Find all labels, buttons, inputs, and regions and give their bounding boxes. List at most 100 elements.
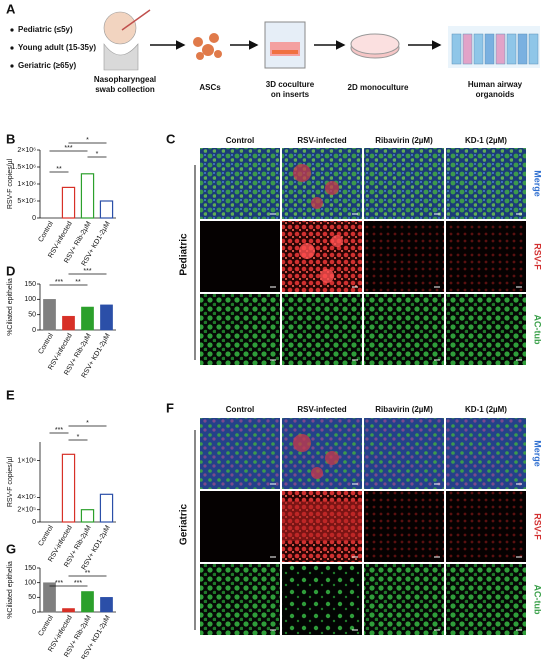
y-tick-label: 4×10⁵ [17, 494, 36, 501]
column-label: Control [226, 136, 254, 145]
bar [80, 509, 95, 523]
significance-label: *** [83, 268, 91, 275]
infection-focus [299, 243, 315, 259]
bar [43, 582, 56, 613]
bar [100, 304, 113, 331]
bar [81, 591, 94, 613]
y-axis-title: RSV-F copies/µl [7, 158, 14, 209]
y-axis-title: RSV-F copies/µl [7, 456, 14, 507]
x-tick-label: Control [37, 524, 55, 547]
y-tick-label: 150 [24, 281, 36, 288]
infection-focus [311, 197, 323, 209]
significance-label: * [96, 151, 99, 158]
bar [62, 608, 75, 613]
significance-label: *** [55, 279, 63, 286]
y-axis-title: %Ciliated epithelia [7, 278, 14, 336]
group-label: Young adult (15-35y) [18, 43, 96, 52]
y-tick-label: 100 [24, 580, 36, 587]
bar [62, 315, 75, 331]
micrograph [364, 221, 444, 292]
row-label: RSV-F [533, 243, 543, 270]
x-tick-label: Control [37, 614, 55, 637]
bar [99, 493, 114, 523]
step-label: organoids [476, 90, 515, 99]
micrograph [364, 418, 444, 489]
group-label: Geriatric [179, 503, 190, 545]
micrograph [364, 294, 444, 365]
y-tick-label: 150 [24, 565, 36, 572]
group-label: Pediatric [179, 233, 190, 276]
bullet [10, 46, 14, 50]
row-label: Merge [533, 440, 543, 467]
significance-label: *** [55, 427, 63, 434]
column-label: KD-1 (2µM) [465, 405, 507, 414]
y-tick-label: 100 [24, 296, 36, 303]
micrograph [364, 148, 444, 219]
group-label: Geriatric (≥65y) [18, 61, 77, 70]
micrograph [446, 294, 526, 365]
panel-label: A [6, 1, 16, 16]
step-label: 2D monoculture [348, 83, 409, 92]
step-label: 3D coculture [266, 80, 315, 89]
bar [99, 200, 114, 219]
y-tick-label: 5×10⁵ [17, 198, 36, 205]
infection-focus [325, 451, 339, 465]
significance-label: *** [64, 145, 72, 152]
row-label: AC-tub [533, 315, 543, 345]
panel-label: E [6, 387, 15, 402]
panel-label: C [166, 131, 176, 146]
bar [81, 306, 94, 331]
micrograph [446, 221, 526, 292]
micrograph [282, 294, 362, 365]
bar [43, 299, 56, 331]
x-tick-label: Control [37, 220, 55, 243]
panel-label: F [166, 400, 174, 415]
panel-label: G [6, 541, 16, 556]
y-axis-title: %Ciliated epithelia [7, 561, 14, 619]
column-label: Control [226, 405, 254, 414]
y-tick-label: 50 [28, 312, 36, 319]
row-label: Merge [533, 170, 543, 197]
panel-label: D [6, 263, 15, 278]
micrograph [200, 491, 280, 562]
significance-label: ** [75, 279, 81, 286]
bar [61, 453, 76, 523]
y-tick-label: 0 [32, 519, 36, 526]
column-label: RSV-infected [297, 136, 346, 145]
y-tick-label: 0 [32, 609, 36, 616]
y-tick-label: 50 [28, 594, 36, 601]
bar [80, 173, 95, 219]
micrograph [200, 221, 280, 292]
micrograph [446, 491, 526, 562]
micrograph [282, 148, 362, 219]
bullet [10, 28, 14, 32]
micrograph [282, 418, 362, 489]
significance-label: *** [74, 580, 82, 587]
significance-label: ** [85, 570, 91, 577]
significance-label: ** [56, 166, 62, 173]
y-tick-label: 2×10⁶ [17, 147, 36, 154]
infection-focus [293, 164, 311, 182]
column-label: Ribavirin (2µM) [375, 136, 433, 145]
micrograph [200, 148, 280, 219]
column-label: KD-1 (2µM) [465, 136, 507, 145]
infection-focus [325, 181, 339, 195]
step-label: on inserts [271, 90, 310, 99]
significance-label: * [77, 434, 80, 441]
micrograph [282, 564, 362, 635]
step-label: swab collection [95, 85, 155, 94]
step-label: ASCs [199, 83, 221, 92]
infection-focus [320, 269, 334, 283]
group-label: Pediatric (≤5y) [18, 25, 73, 34]
y-tick-label: 1×10⁶ [17, 181, 36, 188]
panel-label: B [6, 131, 15, 146]
significance-label: * [86, 137, 89, 144]
y-tick-label: 2×10⁵ [17, 507, 36, 514]
row-label: RSV-F [533, 513, 543, 540]
x-tick-label: Control [37, 332, 55, 355]
infection-focus [293, 434, 311, 452]
bullet [10, 64, 14, 68]
column-label: RSV-infected [297, 405, 346, 414]
illustration [103, 9, 540, 71]
